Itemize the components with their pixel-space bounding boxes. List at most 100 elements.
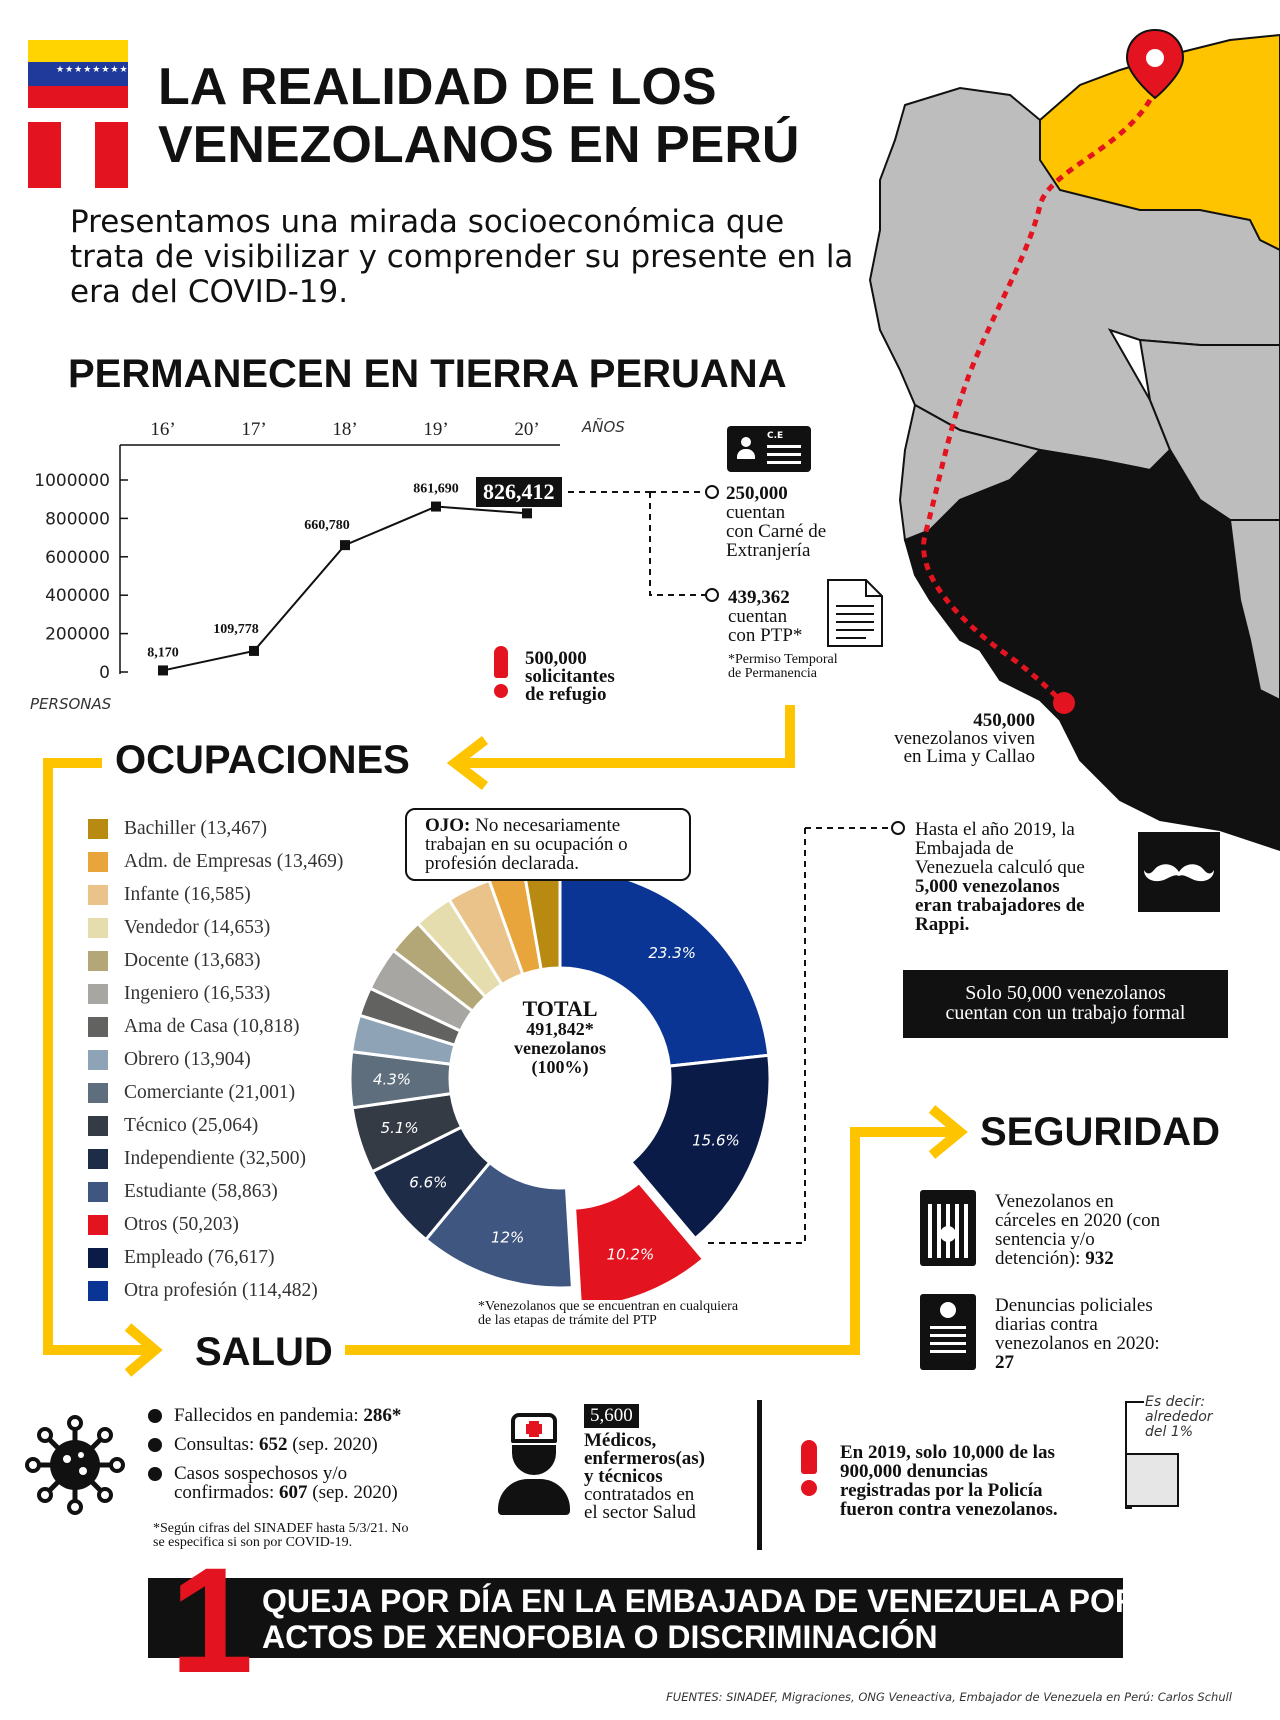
banner-text: QUEJA POR DÍA EN LA EMBAJADA DE VENEZUEL… xyxy=(262,1583,1138,1655)
page-subtitle: Presentamos una mirada socioeconómica qu… xyxy=(70,204,854,310)
donut-slice xyxy=(628,1053,772,1241)
jail-icon xyxy=(920,1190,976,1266)
mustache-icon xyxy=(1138,832,1220,912)
permanecen-title: PERMANECEN EN TIERRA PERUANA xyxy=(68,352,787,396)
flag-venezuela: ★★★★★★★★ xyxy=(28,40,128,108)
y-tick-label: 200000 xyxy=(45,625,110,645)
y-tick-label: 400000 xyxy=(45,586,110,606)
y-tick-label: 600000 xyxy=(45,548,110,568)
legend-label: Adm. de Empresas (13,469) xyxy=(124,850,344,872)
legend-swatch xyxy=(88,1049,108,1070)
legend-swatch xyxy=(88,1148,108,1169)
legend-label: Docente (13,683) xyxy=(124,949,261,971)
banner-number: 1 xyxy=(170,1536,254,1704)
legend-swatch xyxy=(88,1280,108,1301)
legend-item: Adm. de Empresas (13,469) xyxy=(88,845,343,878)
legend-item: Técnico (25,064) xyxy=(88,1109,343,1142)
ce-info: 250,000 cuentan con Carné de Extranjería xyxy=(726,483,827,561)
x-tick-label: 19’ xyxy=(423,419,448,440)
exclamation-icon-2 xyxy=(798,1440,820,1500)
legend-label: Otra profesión (114,482) xyxy=(124,1279,318,1301)
fallecidos-item: Fallecidos en pandemia: 286* xyxy=(148,1406,401,1425)
one-percent-square xyxy=(1125,1453,1179,1507)
legend-item: Obrero (13,904) xyxy=(88,1043,343,1076)
legend-item: Infante (16,585) xyxy=(88,878,343,911)
location-pin-icon xyxy=(1125,28,1185,100)
rappi-info: Hasta el año 2019, la Embajada de Venezu… xyxy=(915,819,1085,935)
highlight-value-badge: 826,412 xyxy=(476,477,562,507)
legend-label: Vendedor (14,653) xyxy=(124,916,271,938)
slice-label: 5.1% xyxy=(381,1119,419,1137)
es-decir-note: Es decir: alrededor del 1% xyxy=(1145,1394,1213,1440)
legend-swatch xyxy=(88,851,108,872)
legend-item: Comerciante (21,001) xyxy=(88,1076,343,1109)
legend-item: Estudiante (58,863) xyxy=(88,1175,343,1208)
casos-item: Casos sospechosos y/o confirmados: 607 (s… xyxy=(148,1464,401,1502)
data-label: 660,780 xyxy=(304,518,350,533)
seguridad-title: SEGURIDAD xyxy=(980,1110,1221,1154)
consultas-item: Consultas: 652 (sep. 2020) xyxy=(148,1435,401,1454)
legend-swatch xyxy=(88,950,108,971)
legend-swatch xyxy=(88,1247,108,1268)
data-point xyxy=(340,540,350,551)
exclamation-icon xyxy=(490,646,512,706)
legend-label: Independiente (32,500) xyxy=(124,1147,306,1169)
virus-icon xyxy=(25,1415,125,1515)
legend-label: Técnico (25,064) xyxy=(124,1114,259,1136)
legend-swatch xyxy=(88,1214,108,1235)
y-tick-label: 800000 xyxy=(45,509,110,529)
legend-swatch xyxy=(88,983,108,1004)
salud-title: SALUD xyxy=(195,1330,333,1374)
donut-slice xyxy=(558,866,771,1068)
legend-item: Bachiller (13,467) xyxy=(88,812,343,845)
id-card-icon: C.E xyxy=(727,426,811,472)
legend-item: Otros (50,203) xyxy=(88,1208,343,1241)
formal-work-box: Solo 50,000 venezolanos cuentan con un t… xyxy=(903,970,1228,1038)
ptp-info: 439,362 cuentan con PTP* xyxy=(728,587,803,646)
lima-dot xyxy=(1053,692,1075,714)
legend-label: Ama de Casa (10,818) xyxy=(124,1015,300,1037)
ptp-footnote: *Permiso Temporal de Permanencia xyxy=(728,652,838,681)
y-tick-label: 0 xyxy=(99,663,110,683)
slice-label: 15.6% xyxy=(692,1131,740,1149)
x-tick-label: 16’ xyxy=(150,419,175,440)
persons-axis-label: PERSONAS xyxy=(30,695,112,713)
slice-label: 4.3% xyxy=(373,1070,411,1088)
carceles-info: Venezolanos en cárceles en 2020 (con sen… xyxy=(995,1191,1161,1269)
legend-swatch xyxy=(88,1115,108,1136)
legend-item: Vendedor (14,653) xyxy=(88,911,343,944)
x-tick-label: 17’ xyxy=(241,419,266,440)
legend-item: Otra profesión (114,482) xyxy=(88,1274,343,1307)
ocupaciones-legend: Bachiller (13,467) Adm. de Empresas (13,4… xyxy=(88,812,343,1307)
denuncias-info: Denuncias policiales diarias contra vene… xyxy=(995,1295,1160,1373)
xenofobia-banner xyxy=(148,1578,1123,1658)
connector-lines xyxy=(568,485,719,602)
legend-swatch xyxy=(88,1181,108,1202)
legend-label: Empleado (76,617) xyxy=(124,1246,275,1268)
nurse-icon xyxy=(498,1413,570,1517)
divider-vertical xyxy=(757,1400,762,1550)
refugio-info: 500,000 solicitantes de refugio xyxy=(525,648,615,705)
data-label: 109,778 xyxy=(213,622,259,637)
ojo-note: OJO: No necesariamente trabajan en su oc… xyxy=(405,808,691,881)
data-point xyxy=(249,645,259,656)
donut-hole xyxy=(452,970,668,1186)
legend-label: Estudiante (58,863) xyxy=(124,1180,278,1202)
data-point xyxy=(522,508,532,519)
ocupaciones-footnote: *Venezolanos que se encuentran en cualqu… xyxy=(478,1299,739,1328)
legend-item: Independiente (32,500) xyxy=(88,1142,343,1175)
salud-bullets: Fallecidos en pandemia: 286* Consultas: … xyxy=(148,1406,401,1512)
salud-footnote: *Según cifras del SINADEF hasta 5/3/21. … xyxy=(153,1521,409,1550)
legend-item: Empleado (76,617) xyxy=(88,1241,343,1274)
document-icon xyxy=(827,579,883,647)
legend-swatch xyxy=(88,1082,108,1103)
denuncias-note: En 2019, solo 10,000 de las 900,000 denu… xyxy=(840,1442,1058,1520)
data-label: 861,690 xyxy=(413,482,459,497)
flag-stars-icon: ★★★★★★★★ xyxy=(56,64,129,74)
legend-swatch xyxy=(88,818,108,839)
legend-label: Comerciante (21,001) xyxy=(124,1081,296,1103)
slice-label: 23.3% xyxy=(648,944,696,962)
data-point xyxy=(431,501,441,512)
slice-label: 10.2% xyxy=(607,1245,655,1263)
